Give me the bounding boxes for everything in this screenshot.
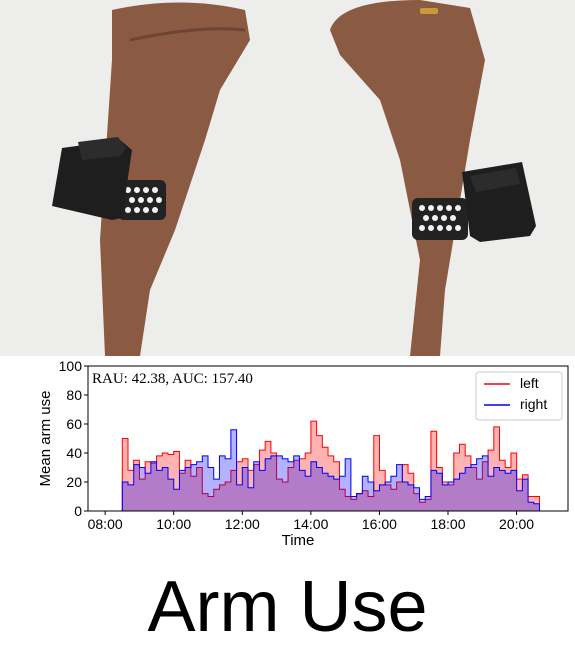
x-tick-label: 12:00 bbox=[225, 516, 260, 532]
series-left-area bbox=[121, 420, 541, 512]
right-wrist-device-icon bbox=[412, 162, 536, 242]
x-tick-label: 08:00 bbox=[88, 516, 123, 532]
series-right-area bbox=[121, 429, 541, 512]
x-tick-label: 20:00 bbox=[499, 516, 534, 532]
rau-auc-annotation: RAU: 42.38, AUC: 157.40 bbox=[92, 371, 253, 387]
arm-use-chart: 0 20 40 60 80 100 08:00 10:00 12:00 14:00 16:00 18:… bbox=[37, 358, 569, 549]
y-tick-label: 100 bbox=[59, 358, 83, 374]
x-tick-label: 10:00 bbox=[156, 516, 191, 532]
legend-label-right: right bbox=[520, 396, 547, 412]
x-tick-label: 14:00 bbox=[293, 516, 328, 532]
left-arm bbox=[100, 2, 250, 356]
wrist-devices-photo bbox=[0, 0, 575, 356]
y-axis-label: Mean arm use bbox=[37, 391, 54, 487]
left-wrist-device-icon bbox=[52, 137, 166, 220]
y-tick-label: 40 bbox=[66, 445, 82, 461]
y-tick-label: 60 bbox=[66, 416, 82, 432]
y-tick-label: 20 bbox=[66, 474, 82, 490]
y-tick-label: 0 bbox=[74, 503, 82, 519]
legend: left right bbox=[475, 371, 563, 421]
legend-label-left: left bbox=[520, 375, 539, 391]
x-tick-label: 18:00 bbox=[430, 516, 465, 532]
plot-frame bbox=[87, 365, 569, 512]
caption: Arm Use bbox=[147, 567, 428, 647]
y-tick-label: 80 bbox=[66, 387, 82, 403]
x-axis-label: Time bbox=[282, 532, 315, 549]
x-tick-label: 16:00 bbox=[362, 516, 397, 532]
right-arm bbox=[330, 0, 485, 356]
